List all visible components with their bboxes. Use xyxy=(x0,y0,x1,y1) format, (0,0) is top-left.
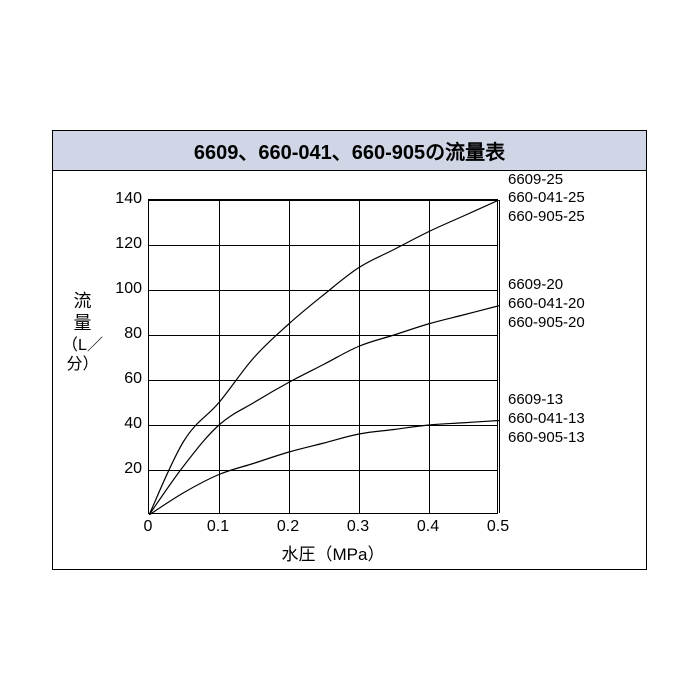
xtick-label: 0.4 xyxy=(408,518,448,536)
xtick-label: 0 xyxy=(128,518,168,536)
grid-v xyxy=(219,200,220,513)
x-axis-label: 水圧（MPa） xyxy=(273,540,393,565)
series-size-20 xyxy=(149,306,499,515)
grid-v xyxy=(359,200,360,513)
series-label-13: 6609-13 660-041-13 660-905-13 xyxy=(508,391,585,447)
series-label-25: 6609-25 660-041-25 660-905-25 xyxy=(508,171,585,227)
chart-title-text: 6609、660-041、660-905の流量表 xyxy=(194,136,505,165)
grid-v xyxy=(429,200,430,513)
series-label-20: 6609-20 660-041-20 660-905-20 xyxy=(508,276,585,332)
ytick-label: 120 xyxy=(102,235,142,253)
chart-title: 6609、660-041、660-905の流量表 xyxy=(53,131,646,171)
chart-area: 流 量 （L／分） 水圧（MPa） 6609-25 660-041-25 660… xyxy=(53,171,646,571)
ytick-label: 80 xyxy=(102,325,142,343)
chart-frame: 6609、660-041、660-905の流量表 流 量 （L／分） 水圧（MP… xyxy=(52,130,647,570)
grid-v xyxy=(499,200,500,513)
grid-h xyxy=(149,335,497,336)
ytick-label: 60 xyxy=(102,370,142,388)
grid-h xyxy=(149,290,497,291)
xtick-label: 0.3 xyxy=(338,518,378,536)
ytick-label: 100 xyxy=(102,280,142,298)
grid-h xyxy=(149,425,497,426)
grid-h xyxy=(149,200,497,201)
grid-v xyxy=(289,200,290,513)
grid-h xyxy=(149,245,497,246)
series-size-25 xyxy=(149,200,499,515)
series-curves xyxy=(149,200,499,515)
grid-h xyxy=(149,470,497,471)
grid-h xyxy=(149,380,497,381)
xtick-label: 0.1 xyxy=(198,518,238,536)
ytick-label: 140 xyxy=(102,190,142,208)
xtick-label: 0.2 xyxy=(268,518,308,536)
ytick-label: 20 xyxy=(102,460,142,478)
ytick-label: 40 xyxy=(102,415,142,433)
xtick-label: 0.5 xyxy=(478,518,518,536)
series-size-13 xyxy=(149,421,499,516)
plot-area xyxy=(148,199,498,514)
